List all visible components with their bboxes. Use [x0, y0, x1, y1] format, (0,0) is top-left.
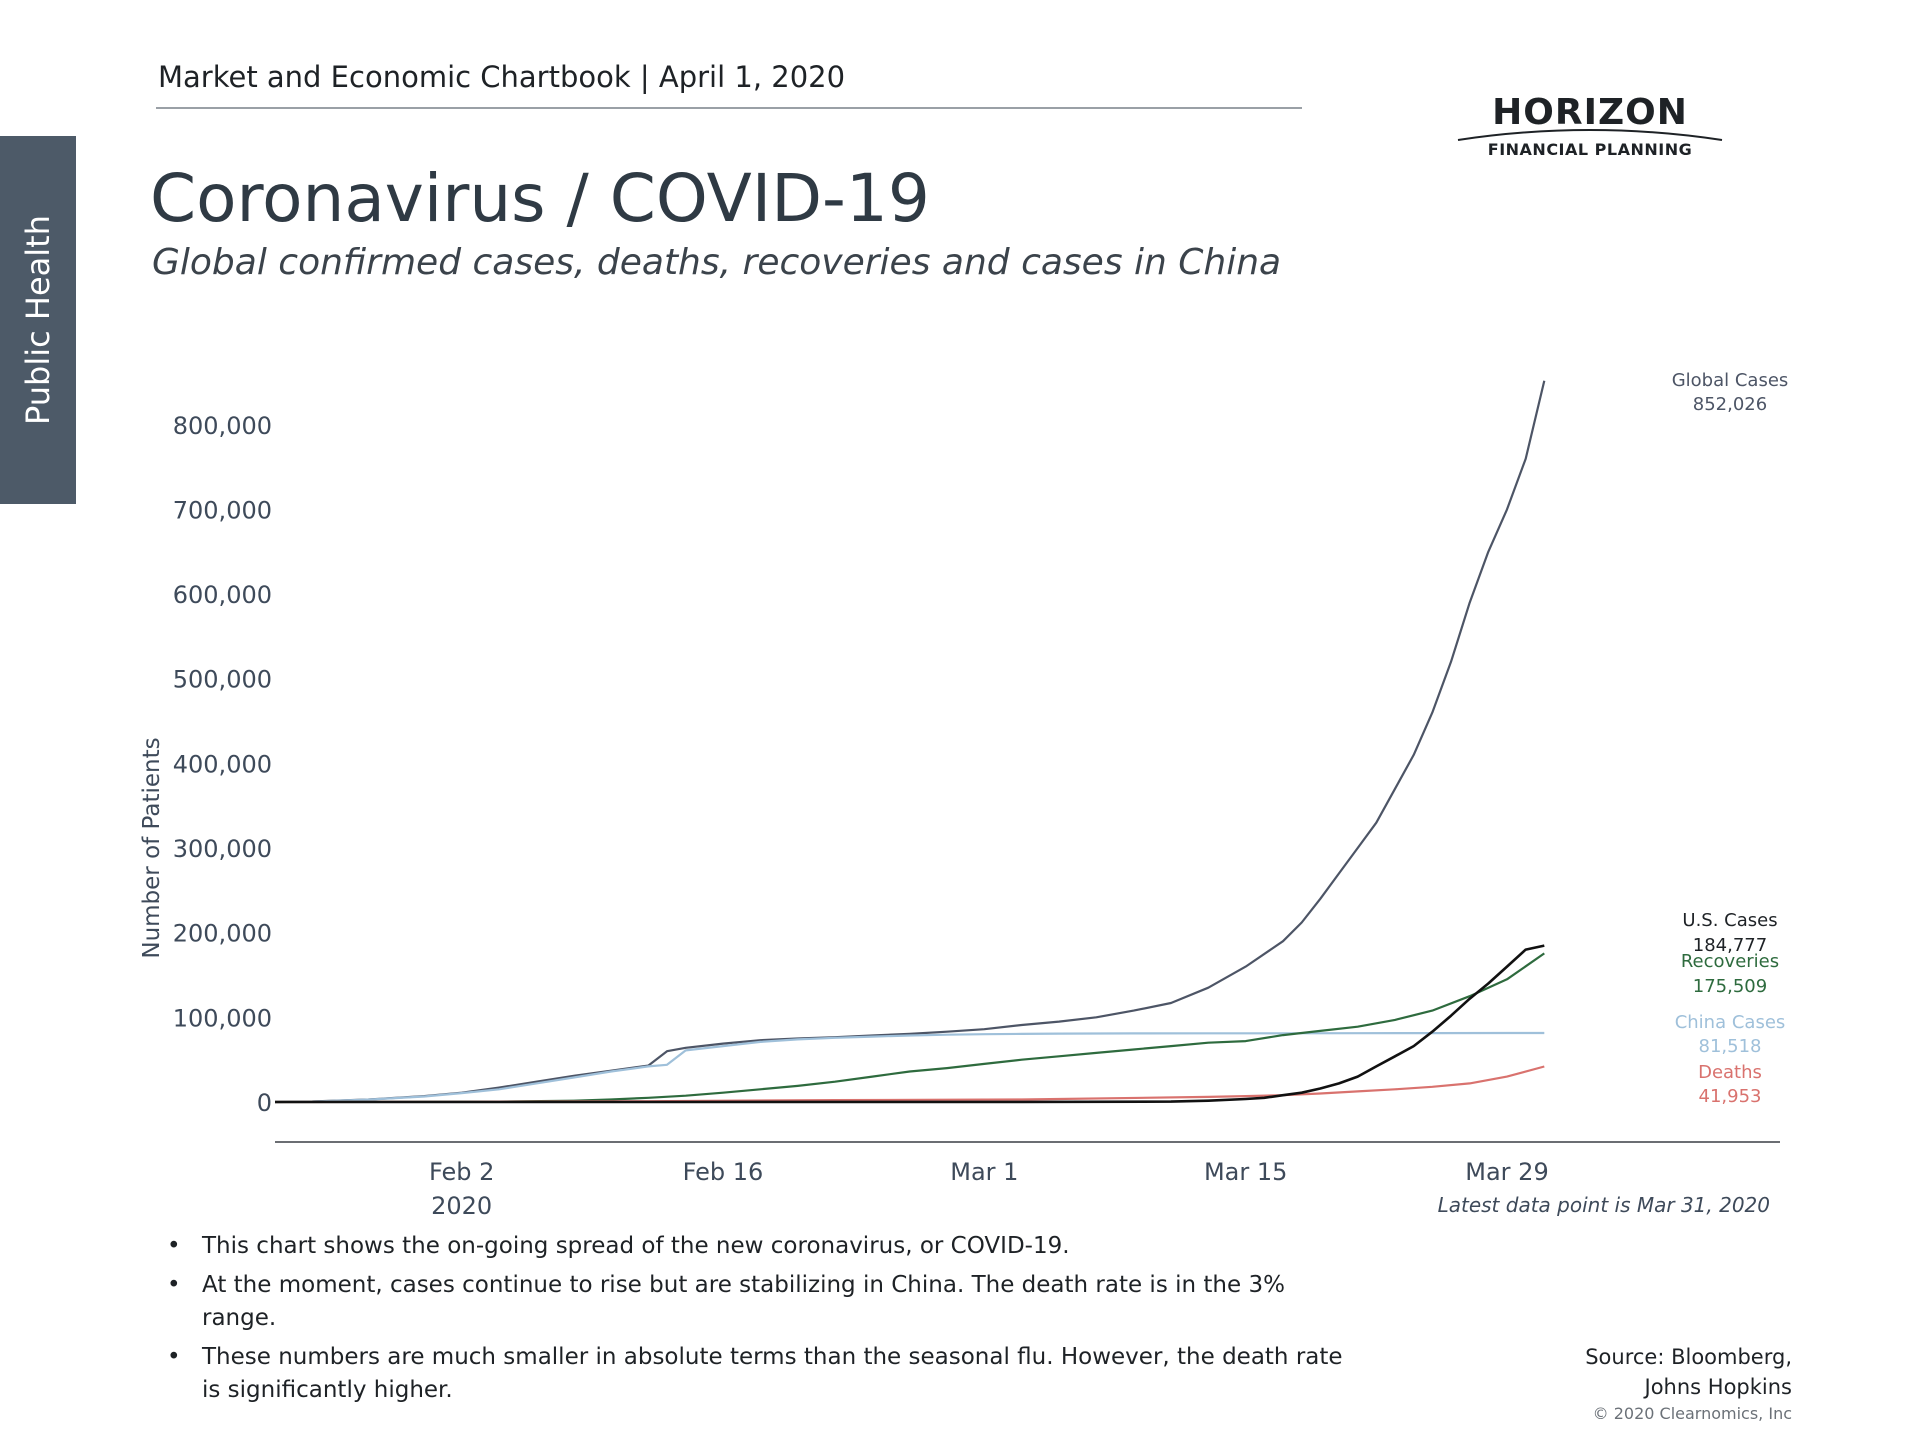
series-value-china-cases: 81,518 — [1699, 1036, 1762, 1057]
chartbook-header: Market and Economic Chartbook | April 1,… — [158, 60, 846, 94]
latest-data-note: Latest data point is Mar 31, 2020 — [1438, 1193, 1770, 1217]
source-note: Source: Bloomberg, Johns Hopkins — [1585, 1342, 1792, 1402]
series-value-u-s-cases: 184,777 — [1693, 935, 1767, 956]
x-year-label: 2020 — [431, 1192, 492, 1220]
y-tick-label: 700,000 — [173, 496, 272, 524]
series-value-recoveries: 175,509 — [1693, 976, 1767, 997]
covid-line-chart: 0 100,000 200,000 300,000 400,000 500,000 600,… — [130, 360, 1810, 1240]
y-tick-label: 800,000 — [173, 412, 272, 440]
bullet-item: This chart shows the on-going spread of … — [162, 1230, 1362, 1263]
series-line-china-cases — [274, 1031, 1545, 1104]
bullet-list: This chart shows the on-going spread of … — [162, 1230, 1362, 1413]
y-tick-label: 0 — [257, 1089, 272, 1117]
source-line: Source: Bloomberg, — [1585, 1345, 1792, 1369]
series-line-global-cases — [274, 380, 1546, 1104]
y-tick-label: 100,000 — [173, 1004, 272, 1032]
copyright: © 2020 Clearnomics, Inc — [1592, 1404, 1792, 1423]
series-label-u-s-cases: U.S. Cases — [1682, 910, 1777, 931]
source-line: Johns Hopkins — [1644, 1375, 1793, 1399]
series-line-recoveries — [274, 952, 1545, 1104]
series-label-recoveries: Recoveries — [1681, 951, 1779, 972]
y-tick-label: 300,000 — [173, 835, 272, 863]
header-divider — [156, 107, 1302, 109]
x-tick-label: Mar 15 — [1204, 1158, 1287, 1186]
series-label-china-cases: China Cases — [1675, 1012, 1786, 1033]
logo-wordmark: HORIZON — [1492, 92, 1688, 133]
x-tick-label: Feb 2 — [429, 1158, 494, 1186]
page-title: Coronavirus / COVID-19 — [150, 160, 930, 237]
y-tick-label: 200,000 — [173, 920, 272, 948]
y-tick-label: 600,000 — [173, 581, 272, 609]
section-tab: Public Health — [0, 136, 76, 504]
series-line-u-s-cases — [275, 944, 1545, 1104]
page-subtitle: Global confirmed cases, deaths, recoveri… — [152, 242, 1282, 283]
chart-canvas: 0 100,000 200,000 300,000 400,000 500,000 600,… — [139, 370, 1789, 1220]
horizon-logo: HORIZON FINANCIAL PLANNING — [1450, 90, 1730, 166]
series-label-deaths: Deaths — [1698, 1062, 1762, 1083]
logo-swoosh-icon — [1457, 129, 1723, 141]
series-value-deaths: 41,953 — [1699, 1086, 1762, 1107]
x-tick-label: Mar 1 — [950, 1158, 1018, 1186]
section-tab-label: Public Health — [19, 215, 57, 425]
x-tick-label: Mar 29 — [1465, 1158, 1548, 1186]
bullet-item: At the moment, cases continue to rise bu… — [162, 1269, 1362, 1335]
bullet-item: These numbers are much smaller in absolu… — [162, 1341, 1362, 1407]
y-tick-label: 500,000 — [173, 666, 272, 694]
y-axis-label: Number of Patients — [139, 737, 165, 958]
series-label-global-cases: Global Cases — [1672, 370, 1789, 391]
y-tick-label: 400,000 — [173, 750, 272, 778]
series-value-global-cases: 852,026 — [1693, 394, 1767, 415]
logo-subtitle: FINANCIAL PLANNING — [1487, 140, 1693, 159]
x-tick-label: Feb 16 — [683, 1158, 764, 1186]
